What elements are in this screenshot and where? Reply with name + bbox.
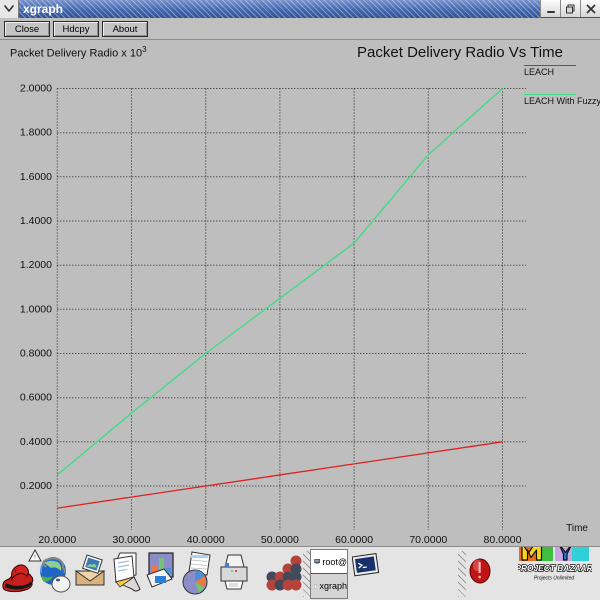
svg-text:1.2000: 1.2000 (20, 259, 52, 271)
svg-text:1.8000: 1.8000 (20, 127, 52, 139)
svg-text:60.0000: 60.0000 (335, 534, 373, 546)
svg-text:50.0000: 50.0000 (261, 534, 299, 546)
svg-text:0.6000: 0.6000 (20, 392, 52, 404)
svg-text:20.0000: 20.0000 (38, 534, 76, 546)
svg-text:1.0000: 1.0000 (20, 303, 52, 315)
svg-text:Projects Unlimited: Projects Unlimited (534, 576, 575, 582)
svg-text:1.6000: 1.6000 (20, 171, 52, 183)
svg-text:70.0000: 70.0000 (409, 534, 447, 546)
svg-text:2.0000: 2.0000 (20, 83, 52, 95)
svg-text:0.8000: 0.8000 (20, 348, 52, 360)
svg-text:30.0000: 30.0000 (113, 534, 151, 546)
svg-text:0.4000: 0.4000 (20, 436, 52, 448)
svg-text:1.4000: 1.4000 (20, 215, 52, 227)
svg-text:80.0000: 80.0000 (484, 534, 522, 546)
svg-text:0.2000: 0.2000 (20, 480, 52, 492)
svg-text:PROJECT BAZAAR: PROJECT BAZAAR (518, 563, 592, 573)
svg-text:40.0000: 40.0000 (187, 534, 225, 546)
